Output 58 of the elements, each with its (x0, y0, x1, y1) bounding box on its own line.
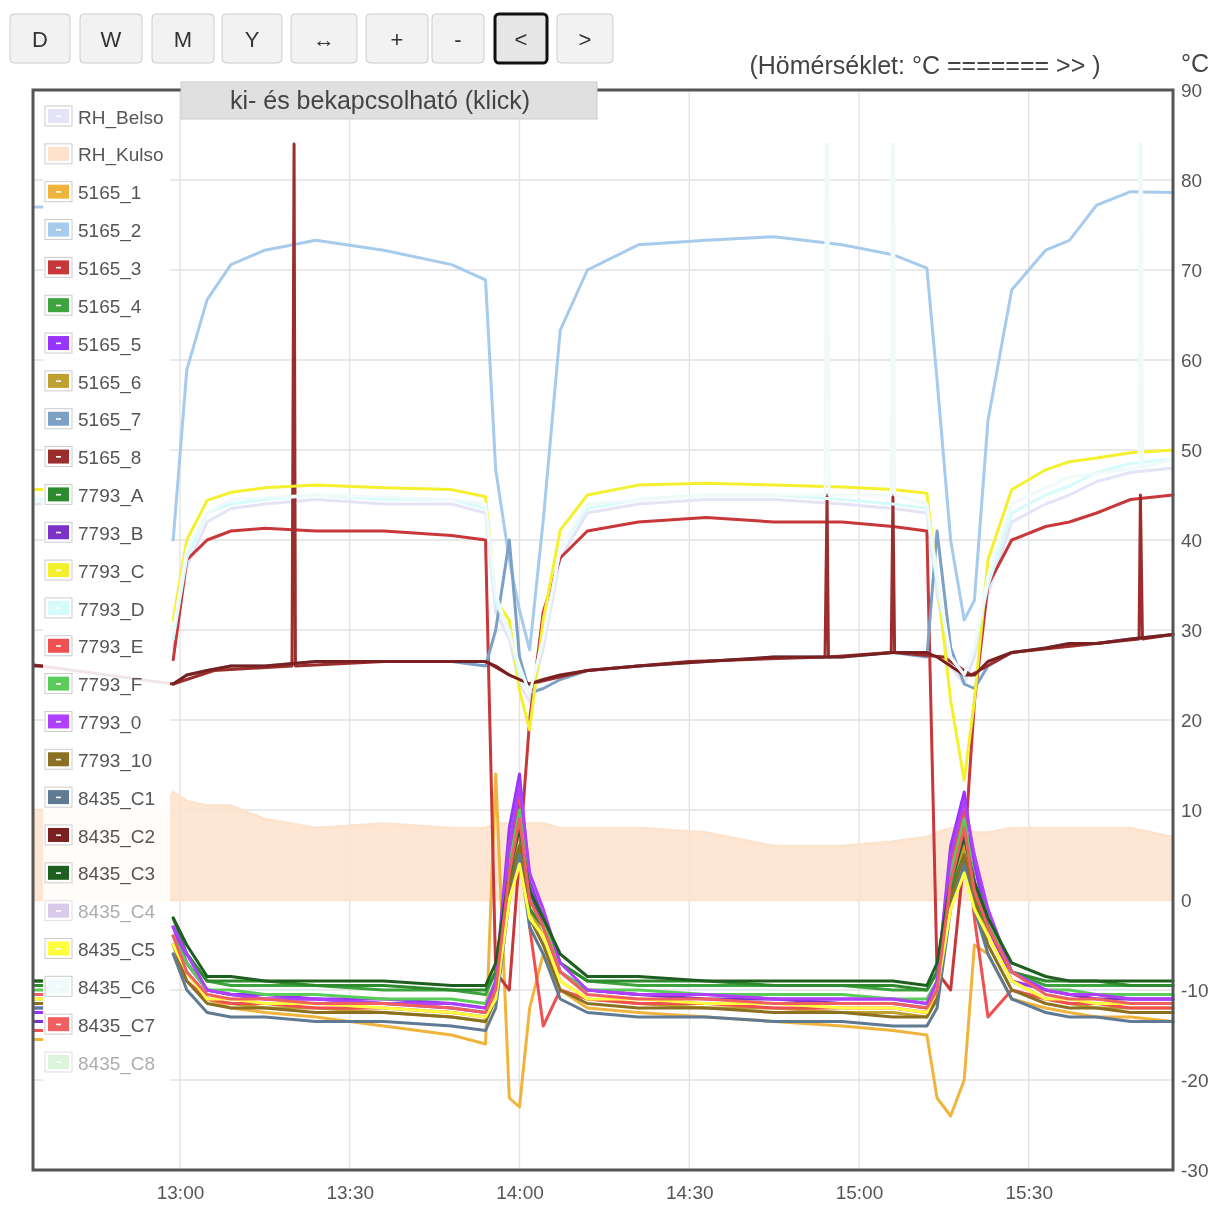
button: + (365, 13, 429, 64)
y-axis-title: °C (1180, 49, 1210, 77)
y-tick-label: 90 (1181, 79, 1203, 101)
legend-label: 8435_C5 (78, 939, 156, 962)
y-tick-label: 60 (1181, 349, 1203, 371)
x-tick-label: 13:00 (156, 1182, 205, 1204)
legend-label: 8435_C3 (78, 863, 156, 886)
legend-label: 5165_1 (78, 182, 142, 205)
legend-label: 8435_C1 (78, 787, 156, 810)
legend-label: 7793_D (78, 598, 145, 621)
legend-label: 7793_B (78, 522, 144, 545)
y-tick-label: -10 (1181, 979, 1209, 1001)
legend-label: 7793_A (78, 485, 144, 508)
y-tick-label: -30 (1181, 1159, 1209, 1181)
y-tick-label: 70 (1181, 259, 1203, 281)
legend-label: 5165_3 (78, 258, 142, 281)
legend-label: 8435_C8 (78, 1052, 156, 1075)
legend-label: 7793_10 (78, 749, 152, 772)
text: (Hömérséklet: °C ======= >> ) (749, 50, 1101, 79)
tooltip: ki- és bekapcsolható (klick) (180, 81, 598, 120)
y-tick-label: -20 (1181, 1069, 1209, 1091)
x-tick-label: 15:30 (1005, 1182, 1053, 1204)
button: D (9, 13, 71, 64)
button: ↔ (290, 13, 358, 64)
legend-label: 5165_4 (78, 295, 142, 318)
legend-label: 7793_0 (78, 712, 142, 735)
legend-label: 5165_2 (78, 220, 142, 243)
x-tick-label: 14:00 (496, 1182, 544, 1204)
button: M (151, 13, 215, 64)
y-tick-label: 20 (1181, 709, 1203, 731)
legend-label: 8435_C6 (78, 976, 156, 999)
legend-label: RH_Kulso (78, 144, 164, 167)
x-tick-label: 14:30 (665, 1182, 714, 1204)
y-tick-label: 10 (1181, 799, 1203, 821)
legend-label: 5165_8 (78, 447, 142, 470)
annotation: ki- és bekapcsolható (klick) (229, 85, 531, 114)
button: > (556, 13, 614, 64)
legend-label: 8435_C4 (78, 901, 156, 924)
legend-label: 7793_C (78, 560, 145, 583)
legend-label: 5165_7 (78, 409, 142, 432)
button: < (493, 12, 549, 65)
legend-label: 7793_E (78, 636, 144, 659)
legend-label: RH_Belso (78, 106, 164, 129)
legend-label: 5165_6 (78, 371, 142, 394)
x-tick-label: 13:30 (326, 1182, 375, 1204)
y-tick-label: 0 (1181, 889, 1192, 911)
button: - (431, 13, 485, 64)
legend-label: 8435_C7 (78, 1014, 156, 1037)
legend-label: 5165_5 (78, 333, 142, 356)
y-tick-label: 30 (1181, 619, 1203, 641)
y-tick-label: 80 (1181, 169, 1203, 191)
y-tick-label: 50 (1181, 439, 1203, 461)
legend-label: 7793_F (78, 674, 143, 697)
y-tick-label: 40 (1181, 529, 1203, 551)
legend-label: 8435_C2 (78, 825, 156, 848)
x-tick-label: 15:00 (835, 1182, 884, 1204)
button: Y (221, 13, 283, 64)
button: W (79, 13, 143, 64)
